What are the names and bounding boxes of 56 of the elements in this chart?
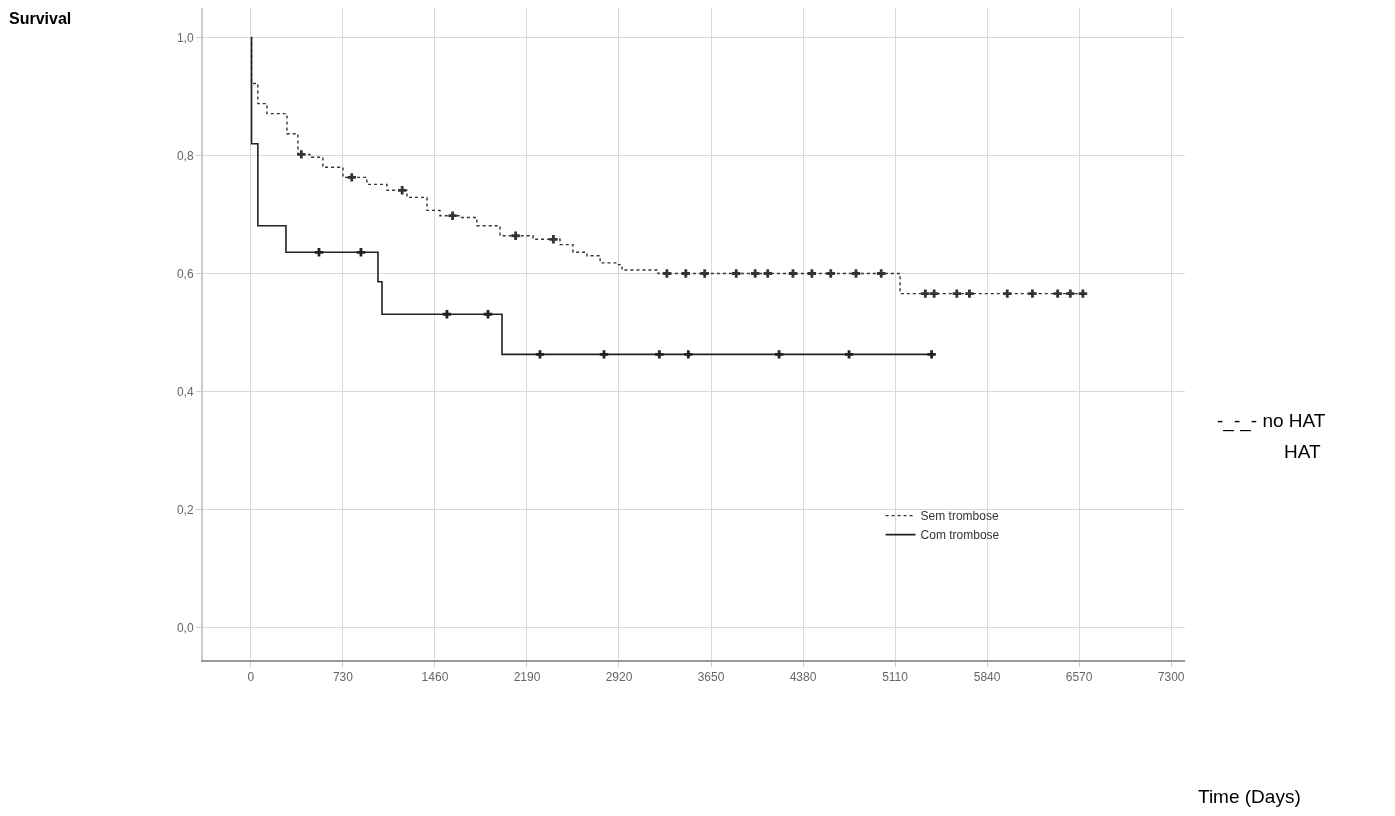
point <box>788 269 798 278</box>
legend-label: Com trombose <box>920 528 1000 543</box>
y-tick-label: 0,2 <box>176 502 194 517</box>
point <box>655 350 664 359</box>
point <box>297 150 306 159</box>
x-tick-label: 2190 <box>513 670 541 685</box>
x-tick-label: 5840 <box>973 670 1001 685</box>
x-tick-label: 4380 <box>789 670 817 685</box>
point <box>1053 289 1062 298</box>
x-tick-label: 0 <box>247 670 255 685</box>
x-tick-label: 3650 <box>697 670 725 685</box>
point <box>549 235 558 244</box>
point <box>927 350 936 359</box>
y-tick-label: 0,4 <box>176 384 194 399</box>
point <box>774 350 784 359</box>
x-tick-label: 2920 <box>605 670 633 685</box>
point <box>763 269 772 278</box>
point <box>732 269 741 278</box>
point <box>1028 289 1037 298</box>
point <box>599 350 609 359</box>
point <box>877 269 886 278</box>
point <box>700 269 709 278</box>
y-tick-label: 1,0 <box>176 30 194 45</box>
point <box>347 173 356 182</box>
point <box>965 289 974 298</box>
point <box>1003 289 1012 298</box>
point <box>662 269 672 278</box>
point <box>511 231 520 240</box>
point <box>921 289 930 298</box>
point <box>807 269 817 278</box>
point <box>952 289 962 298</box>
point <box>684 350 693 359</box>
y-tick-label: 0,6 <box>176 266 194 281</box>
point <box>448 211 457 220</box>
point <box>844 350 854 359</box>
text: Time (Days) <box>1198 786 1301 807</box>
point <box>929 289 939 298</box>
x-tick-label: 1460 <box>421 670 449 685</box>
x-tick-label: 730 <box>332 670 354 685</box>
y-tick-label: 0,8 <box>176 148 194 163</box>
point <box>826 269 835 278</box>
y-tick-label: 0,0 <box>176 620 194 635</box>
point <box>851 269 861 278</box>
text: HAT <box>1284 441 1321 462</box>
point <box>681 269 691 278</box>
text: -_-_- no HAT <box>1217 410 1326 432</box>
text: Survival <box>9 10 72 27</box>
x-tick-label: 7300 <box>1157 670 1185 685</box>
point <box>1066 289 1075 298</box>
point <box>397 186 407 195</box>
x-tick-label: 6570 <box>1065 670 1093 685</box>
x-tick-label: 5110 <box>882 670 909 685</box>
point <box>1078 289 1088 298</box>
point <box>750 269 760 278</box>
legend-label: Sem trombose <box>920 509 999 524</box>
point <box>535 350 545 359</box>
